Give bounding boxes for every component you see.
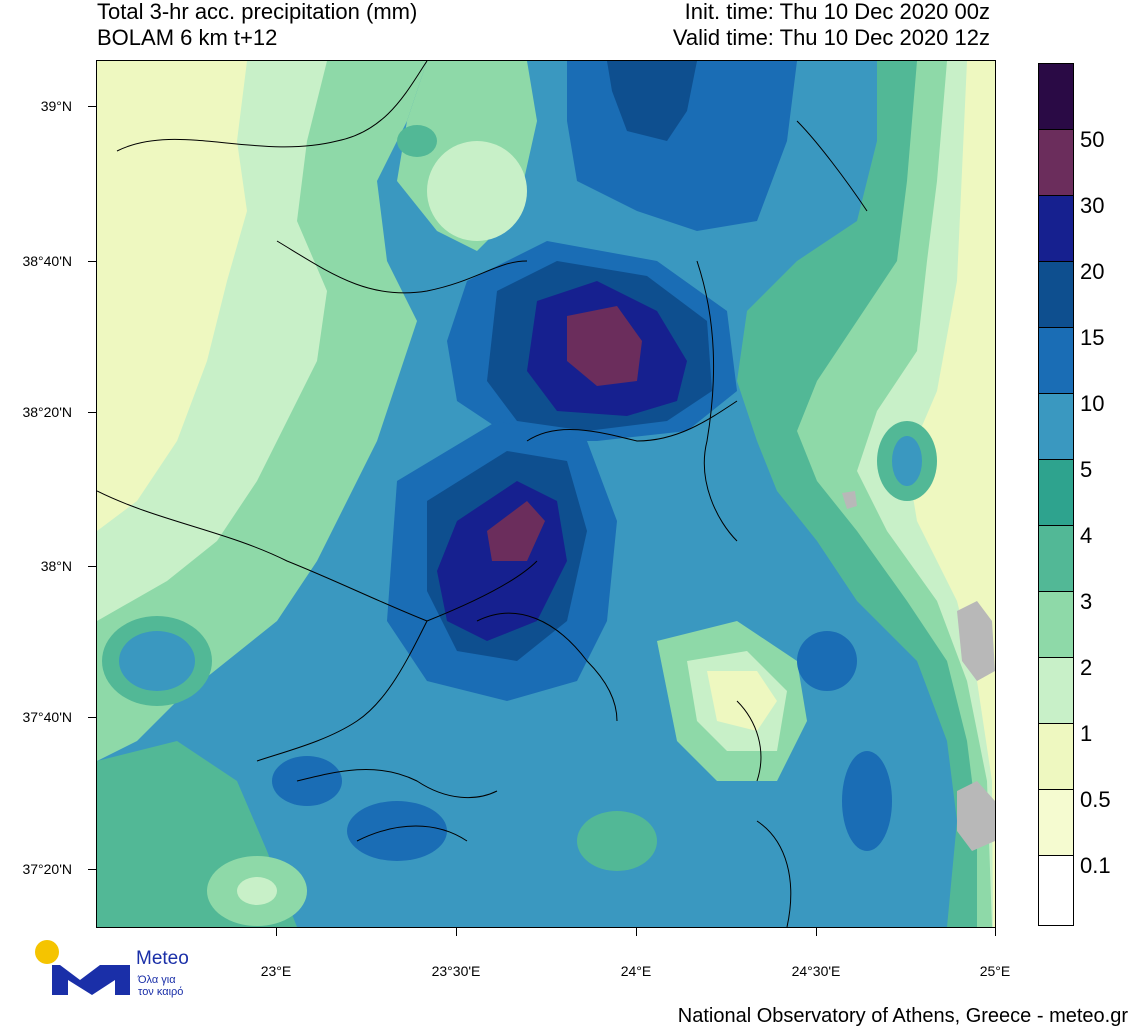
colorbar-label: 0.1 xyxy=(1080,853,1111,878)
colorbar-segment xyxy=(1039,64,1073,130)
colorbar-segment xyxy=(1039,262,1073,328)
lat-tick-mark xyxy=(88,261,96,262)
lon-tick-mark xyxy=(456,928,457,936)
colorbar-segment xyxy=(1039,130,1073,196)
map-title: Total 3-hr acc. precipitation (mm) BOLAM… xyxy=(97,0,417,51)
lon-tick-label: 25°E xyxy=(979,963,1011,979)
colorbar-label: 50 xyxy=(1080,127,1105,152)
lon-tick-mark xyxy=(995,928,996,936)
lat-tick-mark xyxy=(88,869,96,870)
colorbar-segment xyxy=(1039,658,1073,724)
colorbar-segment xyxy=(1039,196,1073,262)
logo-tagline: Όλα για τον καιρό xyxy=(138,974,183,998)
lon-tick-label: 24°E xyxy=(620,963,652,979)
logo-name: Meteo xyxy=(136,948,189,969)
lat-tick-mark xyxy=(88,566,96,567)
colorbar-segment xyxy=(1039,856,1073,925)
colorbar-segment xyxy=(1039,724,1073,790)
time-info: Init. time: Thu 10 Dec 2020 00z Valid ti… xyxy=(673,0,990,51)
lon-tick-label: 23°30'E xyxy=(431,963,481,979)
lat-tick-label: 38°40'N xyxy=(22,253,72,269)
colorbar-label: 2 xyxy=(1080,655,1093,680)
lat-tick-mark xyxy=(88,717,96,718)
colorbar-segment xyxy=(1039,790,1073,856)
lat-tick-label: 38°20'N xyxy=(22,404,72,420)
colorbar-label: 30 xyxy=(1080,193,1105,218)
colorbar-label: 1 xyxy=(1080,721,1093,746)
map-canvas xyxy=(97,61,995,927)
lat-tick-label: 37°40'N xyxy=(22,709,72,725)
logo-tagline-line-2: τον καιρό xyxy=(138,986,184,998)
colorbar-segment xyxy=(1039,592,1073,658)
footer-credit: National Observatory of Athens, Greece -… xyxy=(677,1005,1128,1027)
colorbar-segment xyxy=(1039,526,1073,592)
lat-tick-label: 37°20'N xyxy=(22,861,72,877)
meteo-logo-icon xyxy=(35,940,130,995)
colorbar-label: 15 xyxy=(1080,325,1105,350)
lat-tick-mark xyxy=(88,106,96,107)
colorbar-label: 5 xyxy=(1080,457,1093,482)
colorbar-segment xyxy=(1039,394,1073,460)
lon-tick-mark xyxy=(276,928,277,936)
lat-tick-mark xyxy=(88,412,96,413)
colorbar-label: 0.5 xyxy=(1080,787,1111,812)
lat-tick-label: 38°N xyxy=(40,558,72,574)
title-line-1: Total 3-hr acc. precipitation (mm) xyxy=(97,0,418,24)
title-line-2: BOLAM 6 km t+12 xyxy=(97,25,278,50)
precipitation-map xyxy=(96,60,996,928)
lon-tick-label: 23°E xyxy=(260,963,292,979)
colorbar xyxy=(1038,63,1074,926)
colorbar-label: 3 xyxy=(1080,589,1093,614)
lon-tick-mark xyxy=(816,928,817,936)
logo-tagline-line-1: Όλα για xyxy=(138,974,176,986)
colorbar-label: 20 xyxy=(1080,259,1105,284)
lat-tick-label: 39°N xyxy=(40,98,72,114)
init-time: Init. time: Thu 10 Dec 2020 00z xyxy=(684,0,990,24)
lon-tick-mark xyxy=(636,928,637,936)
lon-tick-label: 24°30'E xyxy=(791,963,841,979)
colorbar-label: 4 xyxy=(1080,523,1093,548)
valid-time: Valid time: Thu 10 Dec 2020 12z xyxy=(672,25,990,50)
colorbar-label: 10 xyxy=(1080,391,1105,416)
colorbar-segment xyxy=(1039,460,1073,526)
colorbar-segment xyxy=(1039,328,1073,394)
